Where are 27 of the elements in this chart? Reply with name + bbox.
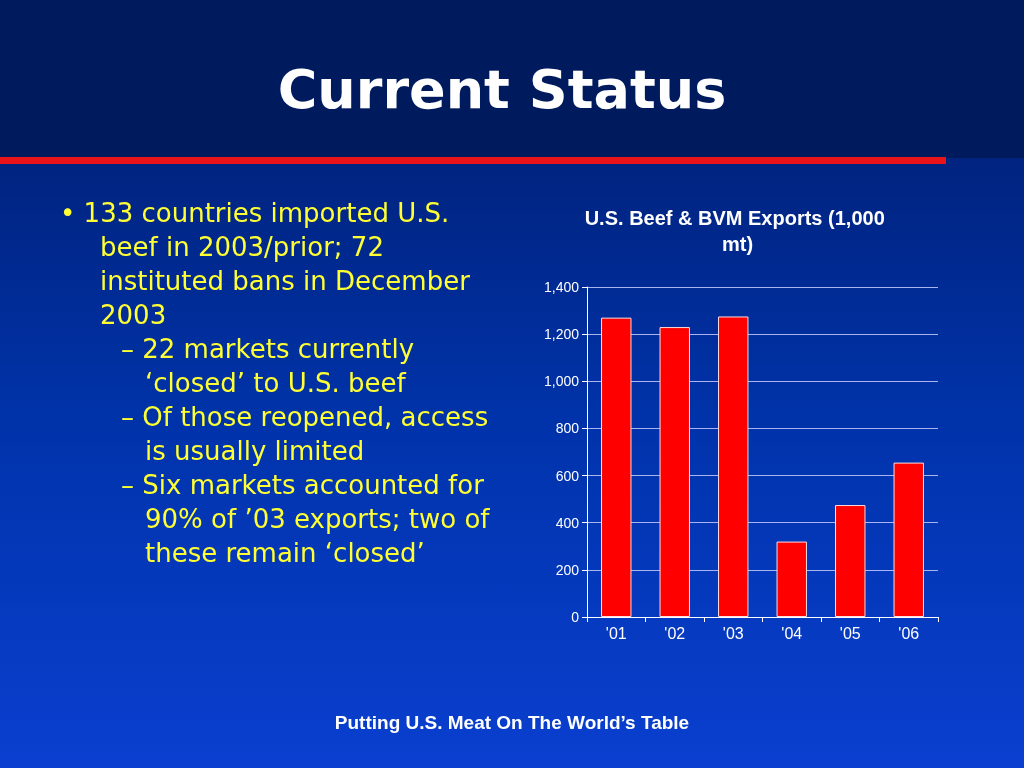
text: – Of those reopened, access is usually limited	[120, 401, 490, 468]
y-tick-label: 800	[555, 420, 580, 437]
y-tick-label: 1,000	[543, 373, 580, 390]
text: • 133 countries imported U.S. beef in 2003/prior; 72 instituted bans in December 2003	[60, 197, 471, 332]
x-tick-label: '06	[898, 624, 920, 642]
bar	[601, 317, 632, 617]
x-tick-label: '02	[664, 624, 686, 642]
y-tick-label: 600	[555, 467, 580, 484]
bar	[835, 505, 866, 617]
chart-subtitle: U.S. Beef & BVM Exports (1,000 mt)	[584, 207, 891, 255]
bar	[776, 541, 807, 617]
x-tick-label: '03	[722, 624, 744, 642]
text: – Six markets accounted for 90% of ’03 exports; two of these remain ‘closed’	[120, 469, 491, 570]
x-tick-label: '01	[605, 624, 627, 642]
bar	[718, 316, 749, 617]
x-tick-label: '04	[781, 624, 803, 642]
y-tick-label: 200	[555, 561, 580, 578]
y-tick-label: 1,400	[543, 279, 580, 295]
bar	[659, 327, 690, 617]
text: – 22 markets currently ‘closed’ to U.S. beef	[120, 333, 416, 400]
y-tick-label: 0	[571, 609, 580, 625]
y-tick-label: 1,200	[543, 326, 580, 343]
bar	[893, 462, 924, 617]
x-tick-label: '05	[839, 624, 861, 642]
y-tick-label: 400	[555, 514, 580, 531]
chart-title: Current Status	[276, 58, 728, 121]
text: Putting U.S. Meat On The World’s Table	[333, 712, 691, 734]
